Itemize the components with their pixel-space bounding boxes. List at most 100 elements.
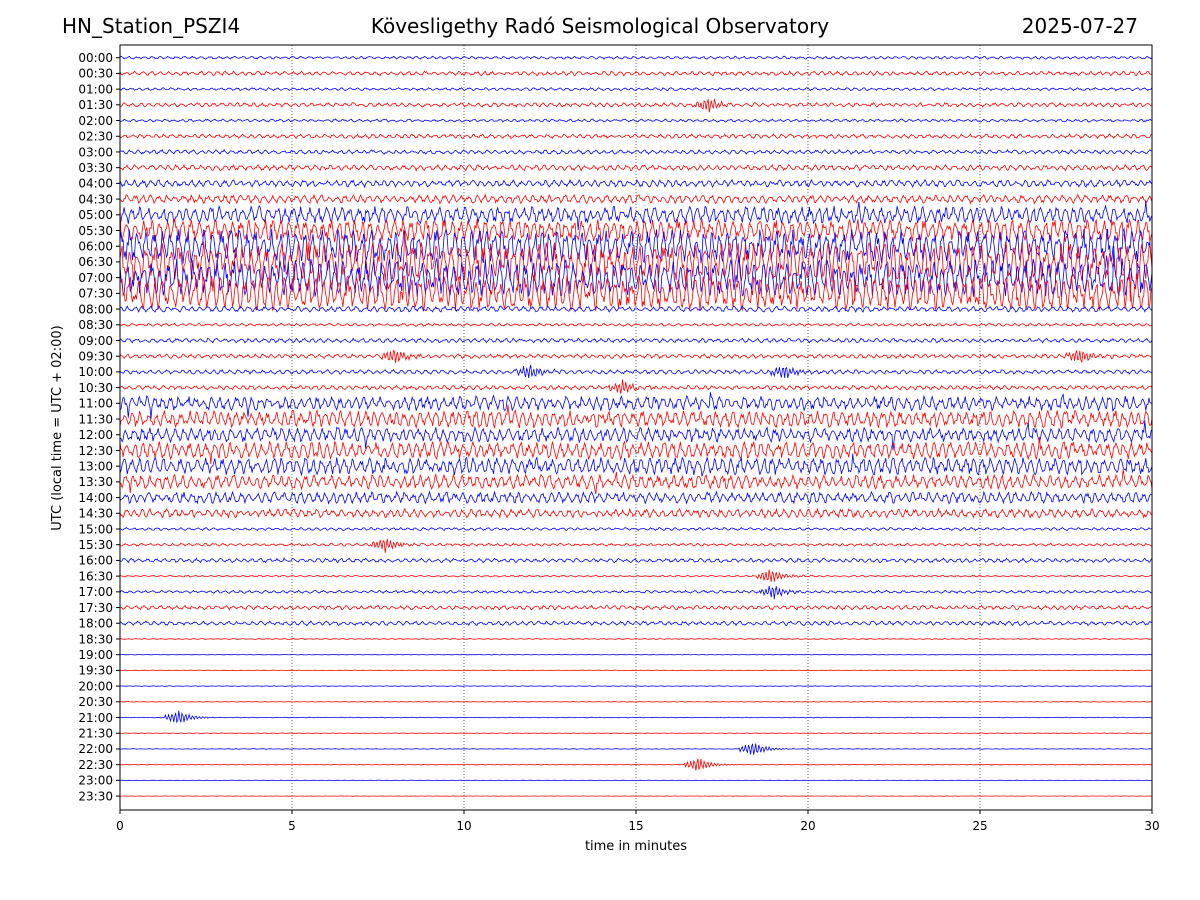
y-tick-label: 04:00 (78, 177, 113, 191)
trace-row (119, 70, 1153, 77)
trace-row (119, 87, 1153, 92)
trace-row (119, 349, 1153, 364)
trace-row (119, 620, 1153, 627)
y-tick-label: 19:00 (78, 648, 113, 662)
y-tick-label: 06:30 (78, 255, 113, 269)
y-tick-label: 18:00 (78, 617, 113, 631)
y-tick-label: 15:30 (78, 538, 113, 552)
x-tick-label: 20 (800, 819, 815, 833)
y-tick-label: 20:00 (78, 679, 113, 693)
y-tick-label: 13:30 (78, 475, 113, 489)
trace-row (119, 436, 1153, 465)
y-tick-label: 01:30 (78, 98, 113, 112)
trace-row (119, 133, 1153, 140)
trace-row (119, 669, 1152, 672)
trace-row (119, 193, 1153, 205)
y-tick-label: 05:00 (78, 208, 113, 222)
y-tick-label: 08:30 (78, 318, 113, 332)
x-tick-label: 25 (972, 819, 987, 833)
y-tick-label: 03:00 (78, 145, 113, 159)
y-tick-label: 21:30 (78, 727, 113, 741)
trace-row (119, 322, 1153, 327)
y-tick-label: 03:30 (78, 161, 113, 175)
y-axis-label: UTC (local time = UTC + 02:00) (50, 325, 65, 530)
trace-row (119, 404, 1153, 430)
trace-row (119, 364, 1153, 379)
y-tick-label: 02:00 (78, 114, 113, 128)
trace-row (119, 337, 1153, 344)
y-tick-label: 10:30 (78, 381, 113, 395)
y-tick-label: 11:30 (78, 412, 113, 426)
y-tick-label: 00:00 (78, 51, 113, 65)
trace-row (119, 420, 1153, 451)
y-tick-label: 12:00 (78, 428, 113, 442)
y-tick-label: 07:00 (78, 271, 113, 285)
y-tick-label: 08:00 (78, 302, 113, 316)
x-tick-label: 15 (628, 819, 643, 833)
trace-row (119, 490, 1153, 505)
y-tick-label: 09:30 (78, 349, 113, 363)
x-tick-label: 5 (288, 819, 296, 833)
trace-row (119, 206, 1153, 244)
trace-row (119, 638, 1153, 640)
station-name: HN_Station_PSZI4 (62, 14, 241, 38)
y-tick-label: 16:30 (78, 569, 113, 583)
trace-row (119, 379, 1153, 394)
trace-row (119, 200, 1153, 231)
x-axis-ticks: 0 5 10 15 20 25 30 (116, 810, 1160, 833)
y-tick-label: 17:30 (78, 601, 113, 615)
trace-row (119, 227, 1153, 273)
trace-row (119, 230, 1153, 302)
trace-row (120, 98, 1152, 113)
y-tick-label: 06:00 (78, 240, 113, 254)
x-tick-label: 0 (116, 819, 124, 833)
y-tick-label: 19:30 (78, 664, 113, 678)
y-tick-label: 23:00 (78, 774, 113, 788)
trace-row (119, 653, 1153, 656)
y-tick-label: 04:30 (78, 192, 113, 206)
x-axis-label: time in minutes (585, 839, 687, 854)
trace-row (119, 163, 1153, 172)
trace-row (119, 55, 1153, 60)
record-date: 2025-07-27 (1021, 14, 1138, 38)
trace-row (119, 710, 1153, 724)
trace-row (119, 453, 1153, 477)
y-tick-label: 02:30 (78, 130, 113, 144)
y-tick-label: 14:30 (78, 507, 113, 521)
trace-row (119, 270, 1153, 312)
trace-row (119, 557, 1153, 564)
seismic-traces (119, 55, 1153, 797)
observatory-title: Kövesligethy Radó Seismological Observat… (370, 14, 830, 38)
y-tick-label: 07:30 (78, 287, 113, 301)
y-tick-label: 14:00 (78, 491, 113, 505)
y-tick-label: 11:00 (78, 397, 113, 411)
y-tick-label: 00:30 (78, 67, 113, 81)
trace-row (119, 118, 1153, 123)
y-tick-label: 22:00 (78, 742, 113, 756)
trace-row (119, 305, 1153, 314)
y-tick-label: 20:30 (78, 695, 113, 709)
trace-row (119, 178, 1153, 189)
trace-row (119, 392, 1153, 419)
trace-row (119, 507, 1153, 519)
vertical-gridlines (291, 45, 981, 810)
y-tick-label: 09:00 (78, 334, 113, 348)
trace-row (119, 469, 1153, 495)
y-tick-label: 23:30 (78, 789, 113, 803)
y-tick-label: 13:00 (78, 459, 113, 473)
trace-row (120, 701, 1153, 703)
y-tick-label: 16:00 (78, 554, 113, 568)
y-tick-label: 22:30 (78, 758, 113, 772)
trace-row (119, 148, 1153, 155)
trace-row (119, 585, 1153, 600)
trace-row (119, 526, 1152, 532)
trace-row (119, 685, 1153, 687)
y-tick-label: 10:00 (78, 365, 113, 379)
trace-row (119, 538, 1153, 553)
y-tick-label: 17:00 (78, 585, 113, 599)
y-tick-label: 05:30 (78, 224, 113, 238)
x-tick-label: 10 (456, 819, 471, 833)
trace-row (119, 569, 1153, 582)
